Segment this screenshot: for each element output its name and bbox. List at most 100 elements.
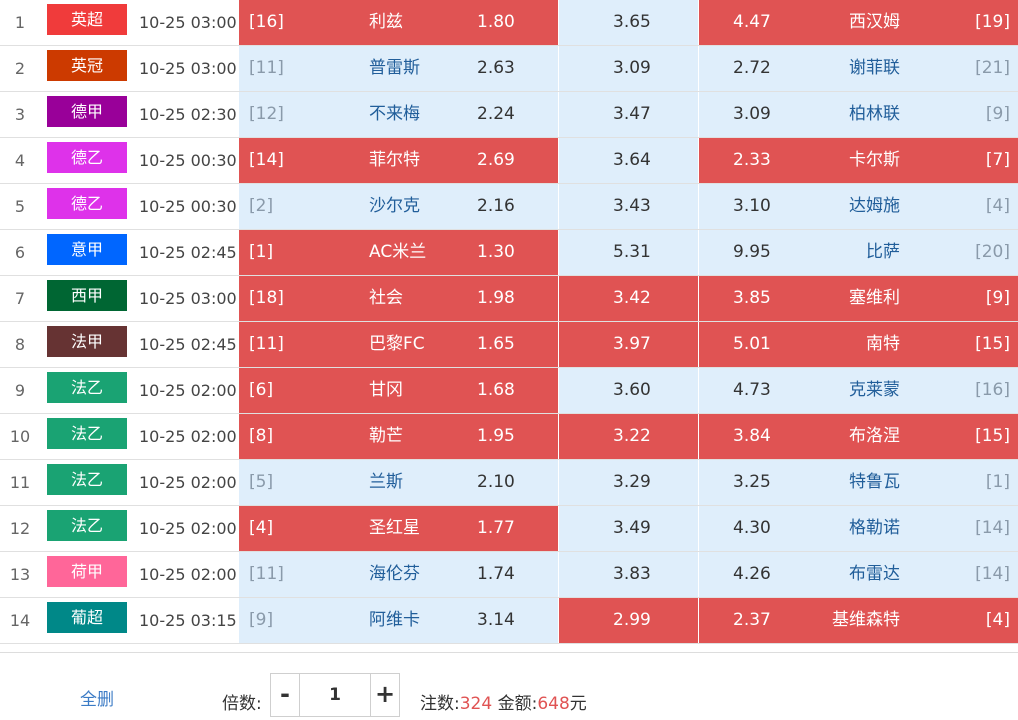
home-win-option[interactable]: [16] 利兹 1.80 — [238, 0, 558, 45]
match-row: 5 德乙 10-25 00:30 [2] 沙尔克 2.16 3.43 3.10 达姆施 [4] — [0, 184, 1018, 230]
home-rank: [1] — [249, 242, 274, 262]
match-row: 14 葡超 10-25 03:15 [9] 阿维卡 3.14 2.99 2.37 基维森特 [4] — [0, 598, 1018, 644]
match-row: 12 法乙 10-25 02:00 [4] 圣红星 1.77 3.49 4.30 格勒诺 [14] — [0, 506, 1018, 552]
home-win-option[interactable]: [5] 兰斯 2.10 — [238, 460, 558, 505]
away-win-option[interactable]: 2.37 基维森特 [4] — [698, 598, 1018, 643]
draw-option[interactable]: 3.42 — [558, 276, 698, 321]
match-time: 10-25 03:00 — [139, 13, 237, 32]
match-time: 10-25 03:15 — [139, 611, 237, 630]
multiplier-stepper: - 1 + — [270, 673, 400, 717]
away-rank: [9] — [985, 288, 1010, 308]
away-team: 谢菲联 — [849, 58, 900, 78]
home-team: 海伦芬 — [369, 564, 420, 584]
away-win-option[interactable]: 3.09 柏林联 [9] — [698, 92, 1018, 137]
decrease-button[interactable]: - — [280, 680, 290, 708]
match-row: 1 英超 10-25 03:00 [16] 利兹 1.80 3.65 4.47 西汉姆 [19] — [0, 0, 1018, 46]
home-win-option[interactable]: [2] 沙尔克 2.16 — [238, 184, 558, 229]
match-time: 10-25 02:45 — [139, 335, 237, 354]
draw-option[interactable]: 3.43 — [558, 184, 698, 229]
away-win-option[interactable]: 4.47 西汉姆 [19] — [698, 0, 1018, 45]
draw-option[interactable]: 3.22 — [558, 414, 698, 459]
home-win-option[interactable]: [11] 巴黎FC 1.65 — [238, 322, 558, 367]
away-odds: 9.95 — [733, 242, 771, 262]
away-win-option[interactable]: 3.25 特鲁瓦 [1] — [698, 460, 1018, 505]
home-win-option[interactable]: [9] 阿维卡 3.14 — [238, 598, 558, 643]
home-win-option[interactable]: [18] 社会 1.98 — [238, 276, 558, 321]
away-team: 卡尔斯 — [849, 150, 900, 170]
home-win-option[interactable]: [8] 勒芒 1.95 — [238, 414, 558, 459]
bets-label: 注数: — [420, 694, 460, 714]
home-win-option[interactable]: [4] 圣红星 1.77 — [238, 506, 558, 551]
home-rank: [18] — [249, 288, 284, 308]
home-team: AC米兰 — [369, 242, 427, 262]
away-odds: 3.25 — [733, 472, 771, 492]
home-rank: [14] — [249, 150, 284, 170]
amount-label: 金额: — [497, 694, 538, 714]
league-badge: 西甲 — [47, 280, 127, 311]
home-odds: 1.80 — [477, 12, 515, 32]
away-odds: 4.47 — [733, 12, 771, 32]
away-team: 柏林联 — [849, 104, 900, 124]
row-index: 10 — [9, 427, 31, 446]
draw-option[interactable]: 3.65 — [558, 0, 698, 45]
home-win-option[interactable]: [14] 菲尔特 2.69 — [238, 138, 558, 183]
away-win-option[interactable]: 3.10 达姆施 [4] — [698, 184, 1018, 229]
home-win-option[interactable]: [11] 海伦芬 1.74 — [238, 552, 558, 597]
home-win-option[interactable]: [6] 甘冈 1.68 — [238, 368, 558, 413]
away-win-option[interactable]: 2.33 卡尔斯 [7] — [698, 138, 1018, 183]
away-win-option[interactable]: 2.72 谢菲联 [21] — [698, 46, 1018, 91]
draw-option[interactable]: 5.31 — [558, 230, 698, 275]
home-odds: 2.16 — [477, 196, 515, 216]
increase-button[interactable]: + — [374, 680, 396, 708]
home-win-option[interactable]: [1] AC米兰 1.30 — [238, 230, 558, 275]
home-win-option[interactable]: [11] 普雷斯 2.63 — [238, 46, 558, 91]
match-time: 10-25 02:00 — [139, 381, 237, 400]
away-rank: [4] — [985, 196, 1010, 216]
away-team: 特鲁瓦 — [849, 472, 900, 492]
multiplier-input[interactable]: 1 — [299, 674, 371, 716]
away-win-option[interactable]: 4.26 布雷达 [14] — [698, 552, 1018, 597]
match-time: 10-25 03:00 — [139, 289, 237, 308]
draw-odds: 3.49 — [613, 518, 651, 538]
away-win-option[interactable]: 5.01 南特 [15] — [698, 322, 1018, 367]
draw-odds: 3.09 — [613, 58, 651, 78]
home-win-option[interactable]: [12] 不来梅 2.24 — [238, 92, 558, 137]
away-win-option[interactable]: 4.73 克莱蒙 [16] — [698, 368, 1018, 413]
draw-option[interactable]: 3.09 — [558, 46, 698, 91]
row-index: 3 — [14, 105, 26, 124]
bet-summary: 注数:324 金额:648元 — [420, 689, 587, 714]
home-odds: 1.95 — [477, 426, 515, 446]
row-index: 13 — [9, 565, 31, 584]
away-rank: [14] — [975, 518, 1010, 538]
away-rank: [15] — [975, 426, 1010, 446]
draw-option[interactable]: 3.60 — [558, 368, 698, 413]
league-badge: 法甲 — [47, 326, 127, 357]
league-badge: 法乙 — [47, 372, 127, 403]
home-rank: [11] — [249, 564, 284, 584]
away-win-option[interactable]: 4.30 格勒诺 [14] — [698, 506, 1018, 551]
away-team: 克莱蒙 — [849, 380, 900, 400]
away-win-option[interactable]: 3.84 布洛涅 [15] — [698, 414, 1018, 459]
home-team: 巴黎FC — [369, 334, 425, 354]
draw-option[interactable]: 3.29 — [558, 460, 698, 505]
draw-option[interactable]: 3.97 — [558, 322, 698, 367]
match-time: 10-25 02:45 — [139, 243, 237, 262]
away-odds: 2.37 — [733, 610, 771, 630]
away-win-option[interactable]: 9.95 比萨 [20] — [698, 230, 1018, 275]
row-index: 5 — [14, 197, 26, 216]
clear-all-button[interactable]: 全删 — [80, 690, 114, 710]
draw-option[interactable]: 2.99 — [558, 598, 698, 643]
draw-option[interactable]: 3.83 — [558, 552, 698, 597]
home-odds: 1.74 — [477, 564, 515, 584]
away-team: 基维森特 — [832, 610, 900, 630]
match-time: 10-25 02:00 — [139, 473, 237, 492]
multiplier-label: 倍数: — [222, 694, 262, 714]
draw-odds: 2.99 — [613, 610, 651, 630]
away-team: 塞维利 — [849, 288, 900, 308]
draw-option[interactable]: 3.49 — [558, 506, 698, 551]
away-win-option[interactable]: 3.85 塞维利 [9] — [698, 276, 1018, 321]
draw-option[interactable]: 3.47 — [558, 92, 698, 137]
row-index: 12 — [9, 519, 31, 538]
away-odds: 2.33 — [733, 150, 771, 170]
draw-option[interactable]: 3.64 — [558, 138, 698, 183]
